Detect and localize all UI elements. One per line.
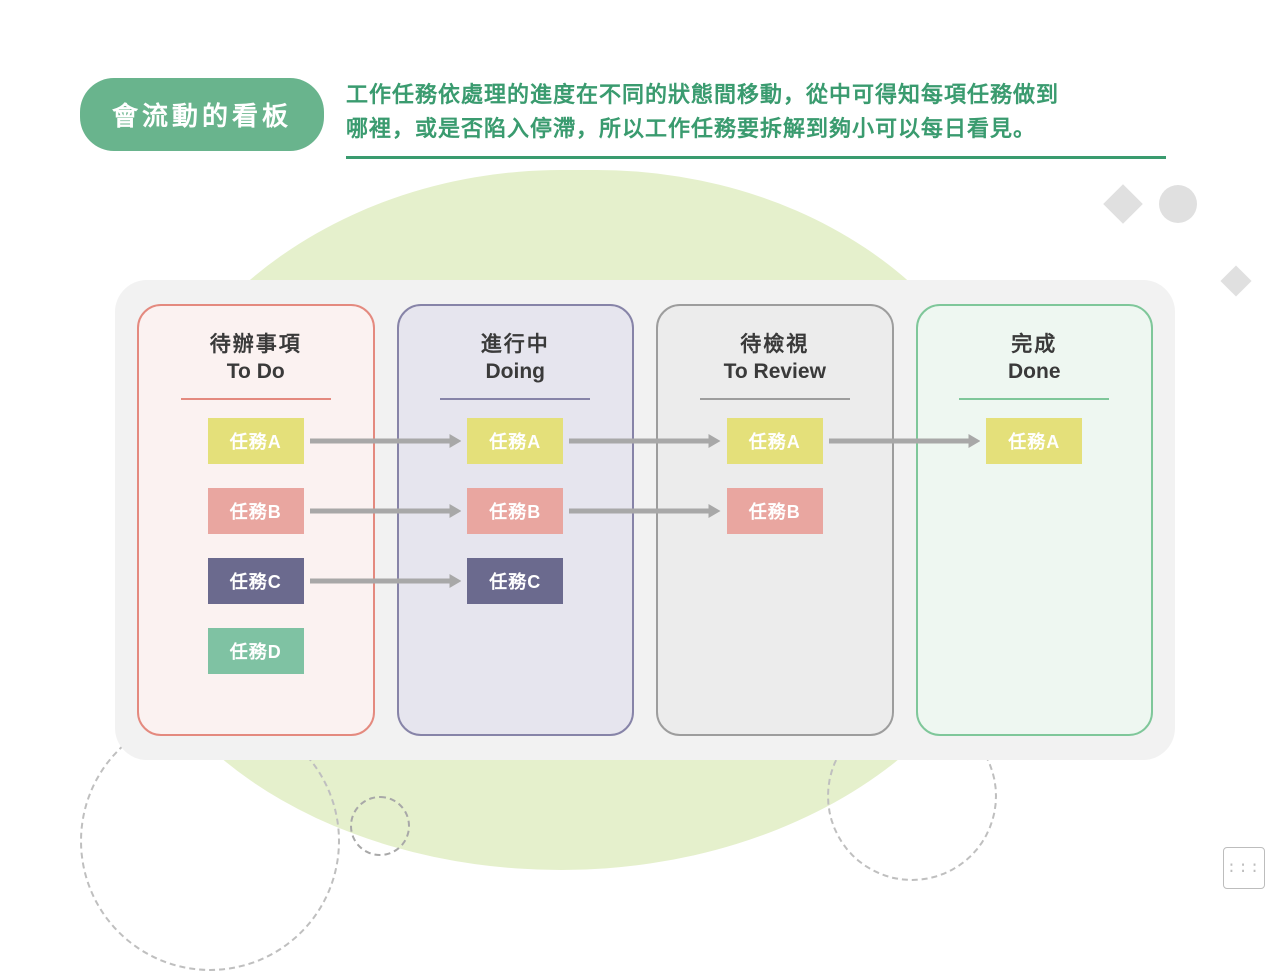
task-card: 任務C [467, 558, 563, 604]
column-header: 完成Done [1008, 328, 1061, 384]
column-title-zh: 進行中 [481, 328, 550, 358]
column-divider [181, 398, 331, 400]
description-text: 工作任務依處理的進度在不同的狀態間移動，從中可得知每項任務做到 哪裡，或是否陷入… [346, 78, 1166, 146]
column-title-en: To Do [210, 360, 302, 384]
column-done: 完成Done 任務A [916, 304, 1154, 736]
task-card: 任務C [208, 558, 304, 604]
description-block: 工作任務依處理的進度在不同的狀態間移動，從中可得知每項任務做到 哪裡，或是否陷入… [346, 78, 1166, 159]
column-doing: 進行中Doing 任務A 任務B 任務C [397, 304, 635, 736]
kanban-board: 待辦事項To Do 任務A 任務B 任務C 任務D 進行中Doing 任務A 任務B 任務C 待檢… [115, 280, 1175, 760]
description-line1: 工作任務依處理的進度在不同的狀態間移動，從中可得知每項任務做到 [346, 82, 1059, 107]
column-header: 待辦事項To Do [210, 328, 302, 384]
column-title-en: To Review [724, 360, 826, 384]
column-divider [959, 398, 1109, 400]
column-todo: 待辦事項To Do 任務A 任務B 任務C 任務D [137, 304, 375, 736]
column-review: 待檢視To Review 任務A 任務B [656, 304, 894, 736]
cards-list: 任務A 任務B 任務C 任務D [157, 418, 355, 674]
task-card: 任務A [467, 418, 563, 464]
header: 會流動的看板 工作任務依處理的進度在不同的狀態間移動，從中可得知每項任務做到 哪… [80, 78, 1166, 159]
task-card: 任務D [208, 628, 304, 674]
logo-text: ::: [1227, 859, 1262, 877]
column-title-en: Done [1008, 360, 1061, 384]
decor-dashed-circle-small [350, 796, 410, 856]
description-underline [346, 156, 1166, 159]
column-divider [700, 398, 850, 400]
task-card: 任務B [208, 488, 304, 534]
column-header: 待檢視To Review [724, 328, 826, 384]
cards-list: 任務A 任務B [676, 418, 874, 534]
task-card: 任務B [727, 488, 823, 534]
logo-icon: ::: [1223, 847, 1265, 889]
column-title-zh: 待檢視 [724, 328, 826, 358]
column-divider [440, 398, 590, 400]
column-header: 進行中Doing [481, 328, 550, 384]
cards-list: 任務A [936, 418, 1134, 464]
task-card: 任務A [727, 418, 823, 464]
description-line2: 哪裡，或是否陷入停滯，所以工作任務要拆解到夠小可以每日看見。 [346, 116, 1036, 141]
task-card: 任務A [208, 418, 304, 464]
task-card: 任務A [986, 418, 1082, 464]
column-title-en: Doing [481, 360, 550, 384]
column-title-zh: 完成 [1008, 328, 1061, 358]
cards-list: 任務A 任務B 任務C [417, 418, 615, 604]
title-badge: 會流動的看板 [80, 78, 324, 151]
task-card: 任務B [467, 488, 563, 534]
column-title-zh: 待辦事項 [210, 328, 302, 358]
